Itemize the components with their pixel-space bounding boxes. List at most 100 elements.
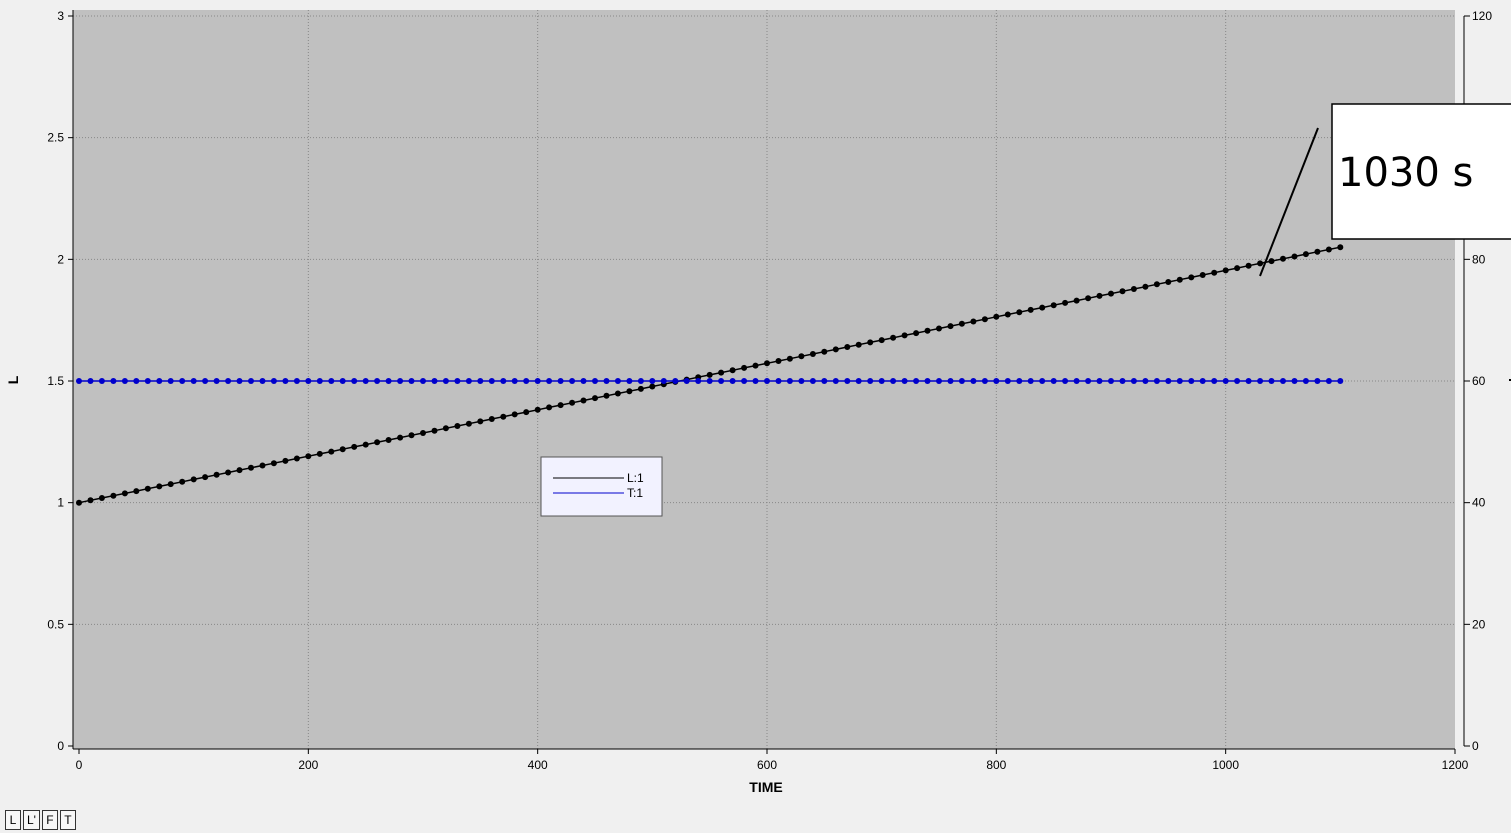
series-point-1 [1108,378,1114,384]
series-point-1 [385,378,392,384]
series-point-1 [1291,378,1298,384]
series-point-0 [924,327,931,334]
series-point-0 [167,481,174,488]
series-point-1 [1016,378,1023,384]
series-point-1 [488,378,495,384]
tab-l-prime[interactable]: L' [23,810,40,830]
series-point-0 [339,446,346,453]
series-point-1 [98,378,105,384]
series-point-0 [878,337,885,344]
series-point-0 [901,332,908,339]
series-point-0 [225,469,232,476]
series-point-1 [970,378,977,384]
series-point-0 [981,316,988,323]
series-point-0 [1027,306,1034,313]
series-point-1 [1004,378,1011,384]
series-point-1 [1050,378,1057,384]
series-point-0 [1108,290,1114,297]
series-point-1 [156,378,163,384]
series-point-1 [569,378,576,384]
series-point-0 [477,418,484,425]
series-point-0 [1211,269,1218,276]
y-tick-label: 1.5 [47,374,64,388]
series-point-1 [328,378,335,384]
series-point-0 [626,388,633,395]
series-point-0 [1280,255,1286,262]
series-point-1 [339,378,346,384]
series-point-1 [557,378,564,384]
x-axis-title: TIME [749,779,782,795]
series-point-1 [993,378,1000,384]
y-axis-title: L [5,375,21,384]
y-tick-label: 3 [57,9,64,23]
series-point-0 [569,399,576,406]
series-point-0 [488,416,495,422]
series-point-1 [821,378,828,384]
series-point-1 [374,378,381,384]
series-point-1 [1039,378,1046,384]
series-point-0 [809,351,816,357]
series-point-1 [913,378,920,384]
series-point-1 [1337,378,1344,384]
series-point-0 [1153,281,1160,288]
series-point-1 [76,378,82,384]
series-point-0 [1073,297,1080,304]
series-point-0 [282,457,289,464]
series-point-1 [1027,378,1034,384]
series-point-0 [351,443,358,450]
series-point-0 [1245,262,1252,269]
series-point-0 [764,360,770,367]
series-point-0 [144,485,151,492]
series-point-0 [1050,302,1057,309]
series-point-1 [1165,378,1172,384]
series-point-0 [913,330,920,337]
series-point-1 [958,378,965,384]
series-point-1 [981,378,988,384]
tab-t[interactable]: T [59,810,76,830]
series-point-0 [1004,311,1011,318]
series-point-0 [637,385,644,392]
series-point-1 [1280,378,1286,384]
x-tick-label: 400 [528,758,548,772]
series-point-1 [1188,378,1195,384]
series-point-0 [1062,299,1069,306]
series-point-0 [706,371,713,378]
y2-tick-label: 0 [1472,739,1479,753]
series-point-1 [316,378,323,384]
series-point-1 [706,378,713,384]
series-point-1 [729,378,736,384]
series-point-1 [1245,378,1252,384]
series-point-1 [397,378,404,384]
series-point-0 [1176,276,1183,283]
series-point-0 [98,495,105,501]
series-point-1 [546,378,553,384]
series-point-0 [741,364,748,371]
series-point-1 [133,378,140,384]
y2-tick-label: 80 [1472,252,1486,266]
series-point-1 [878,378,885,384]
series-point-0 [442,425,449,432]
series-point-1 [764,378,770,384]
series-point-0 [1257,260,1264,267]
series-point-0 [729,367,736,374]
series-point-0 [718,369,725,376]
tab-l[interactable]: L [5,810,21,830]
tab-f[interactable]: F [41,810,58,830]
series-point-0 [202,474,209,481]
tab-bar: L L' F T [5,810,76,832]
series-point-1 [718,378,725,384]
x-tick-label: 0 [76,758,83,772]
series-point-0 [1085,295,1092,302]
series-point-1 [351,378,358,384]
series-point-1 [500,378,507,384]
series-point-0 [1130,286,1137,292]
series-point-0 [121,490,128,497]
series-point-1 [477,378,484,384]
series-point-1 [672,378,679,384]
series-point-0 [534,406,541,413]
callout-box [1331,103,1511,240]
series-point-1 [442,378,449,384]
series-point-1 [270,378,277,384]
series-point-1 [1085,378,1092,384]
series-point-1 [248,378,254,384]
